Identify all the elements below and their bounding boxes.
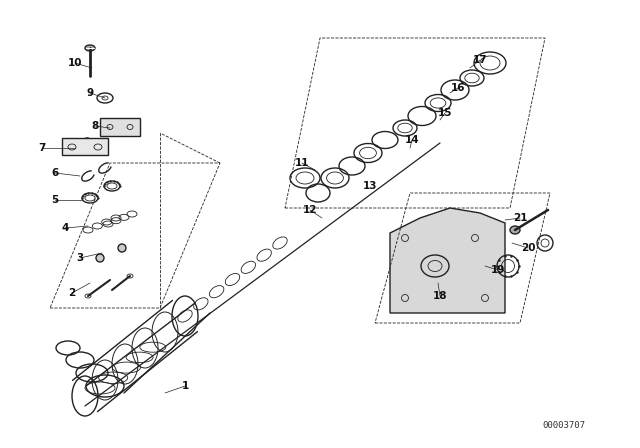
Ellipse shape [118,244,126,252]
Text: 7: 7 [38,143,45,153]
Polygon shape [100,118,140,136]
Text: 3: 3 [76,253,84,263]
Text: 00003707: 00003707 [542,421,585,430]
Text: 5: 5 [51,195,59,205]
Text: 19: 19 [491,265,505,275]
Ellipse shape [510,226,520,234]
Text: 17: 17 [473,55,487,65]
Text: 8: 8 [92,121,99,131]
Ellipse shape [96,254,104,262]
Text: 20: 20 [521,243,535,253]
Text: 2: 2 [68,288,76,298]
Text: 6: 6 [51,168,59,178]
Text: 12: 12 [303,205,317,215]
Text: 21: 21 [513,213,527,223]
Ellipse shape [85,45,95,51]
Polygon shape [390,208,505,313]
Text: 18: 18 [433,291,447,301]
Text: 16: 16 [451,83,465,93]
Text: 15: 15 [438,108,452,118]
Text: 4: 4 [61,223,68,233]
Text: 1: 1 [181,381,189,391]
Text: 11: 11 [295,158,309,168]
Text: 10: 10 [68,58,83,68]
Text: 14: 14 [404,135,419,145]
Text: 13: 13 [363,181,377,191]
Text: 9: 9 [86,88,93,98]
Polygon shape [62,138,108,155]
